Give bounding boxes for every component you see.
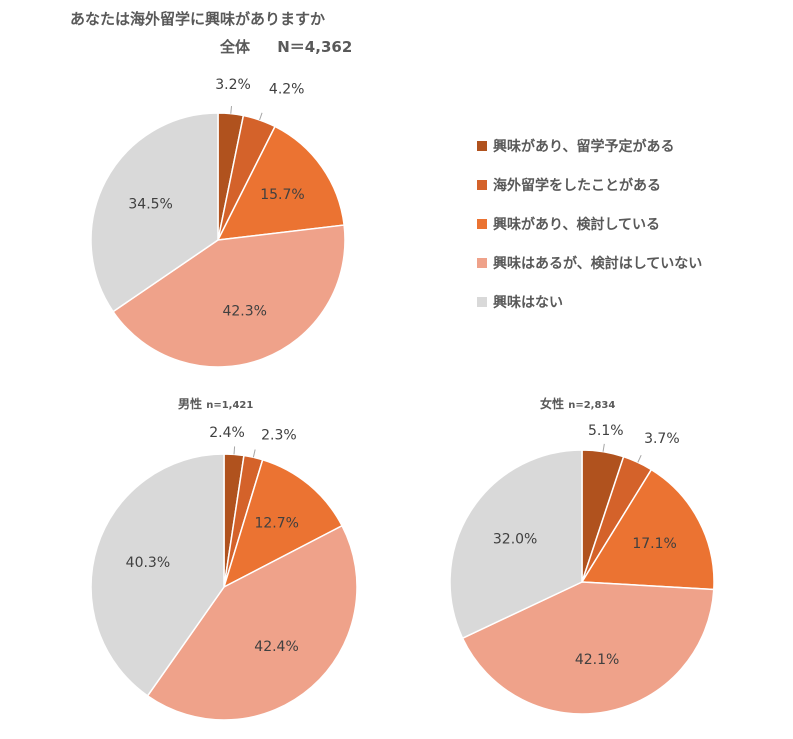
slice-label: 12.7% (254, 516, 298, 532)
male-subtitle: 男性 n=1,421 (178, 395, 253, 412)
leader-line (602, 443, 605, 452)
pie-slice (580, 468, 715, 591)
pie-slice (146, 524, 358, 721)
pie-slice (449, 449, 583, 640)
slice-label: 2.4% (209, 425, 245, 441)
female-n-label: n=2,834 (568, 400, 616, 411)
slice-label: 15.7% (260, 187, 304, 203)
leader-line (259, 112, 263, 121)
legend-label: 興味はない (493, 294, 563, 311)
legend-item: 興味はあるが、検討はしていない (477, 243, 702, 282)
slice-label: 5.1% (588, 423, 624, 439)
pie-slice (461, 581, 715, 715)
overall-subtitle: 全体 N＝4,362 (220, 36, 352, 57)
pie-slice (222, 458, 344, 589)
male-pie: 2.4% 2.3% 12.7% 42.4% 40.3% (90, 425, 358, 721)
legend-swatch (477, 140, 487, 151)
legend-label: 興味はあるが、検討はしていない (493, 255, 703, 272)
legend-item: 興味があり、留学予定がある (477, 126, 702, 165)
pie-slice (112, 224, 346, 368)
legend-label: 海外留学をしたことがある (493, 177, 661, 194)
male-n-label: n=1,421 (206, 400, 254, 411)
slice-label: 2.3% (261, 428, 297, 444)
legend-swatch (477, 257, 487, 268)
leader-line (637, 454, 642, 463)
slice-label: 3.7% (644, 431, 680, 447)
overall-pie: 3.2% 4.2% 15.7% 42.3% 34.5% (90, 77, 346, 368)
slice-label: 42.3% (222, 303, 266, 319)
slice-label: 34.5% (128, 196, 172, 212)
legend-label: 興味があり、留学予定がある (493, 138, 675, 155)
overall-title: 全体 (220, 38, 251, 56)
legend-item: 興味はない (477, 282, 702, 321)
slice-label: 32.0% (493, 532, 537, 548)
male-title: 男性 (178, 397, 203, 411)
chart-title: あなたは海外留学に興味がありますか (70, 10, 326, 28)
legend-swatch (477, 179, 487, 190)
legend-item: 海外留学をしたことがある (477, 165, 702, 204)
overall-n-label: N＝4,362 (277, 38, 353, 56)
pie-slice (216, 125, 345, 241)
female-subtitle: 女性 n=2,834 (540, 395, 615, 412)
slice-label: 40.3% (126, 555, 170, 571)
slice-label: 42.1% (575, 652, 619, 668)
leader-line (252, 449, 256, 458)
legend-item: 興味があり、検討している (477, 204, 702, 243)
legend: 興味があり、留学予定がある 海外留学をしたことがある 興味があり、検討している … (477, 126, 702, 321)
female-title: 女性 (540, 397, 565, 411)
slice-label: 17.1% (632, 536, 676, 552)
legend-swatch (477, 218, 487, 229)
pie-slice (90, 453, 225, 697)
female-pie: 5.1% 3.7% 17.1% 42.1% 32.0% (449, 423, 715, 715)
leader-line (230, 106, 233, 114)
legend-swatch (477, 296, 487, 307)
slice-label: 4.2% (269, 82, 305, 98)
slice-label: 42.4% (254, 639, 298, 655)
pie-slice (90, 112, 219, 313)
slice-label: 3.2% (215, 77, 251, 93)
legend-label: 興味があり、検討している (493, 216, 661, 233)
leader-line (233, 446, 236, 455)
